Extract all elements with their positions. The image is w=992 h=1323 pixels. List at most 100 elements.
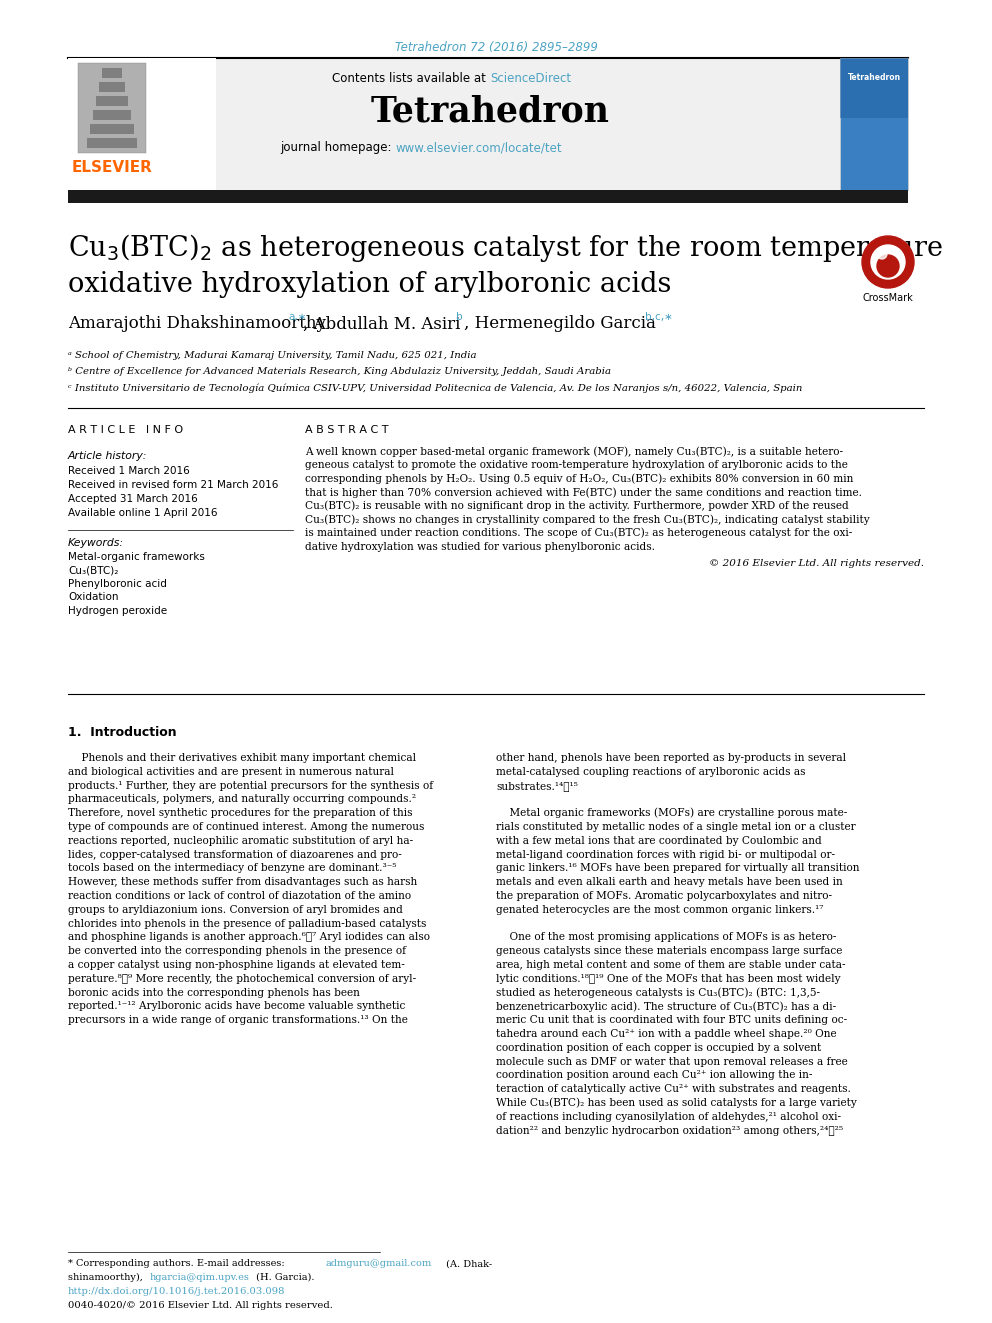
Text: dation²² and benzylic hydrocarbon oxidation²³ among others,²⁴‧²⁵: dation²² and benzylic hydrocarbon oxidat… (496, 1126, 843, 1135)
Text: b,c,∗: b,c,∗ (645, 312, 673, 321)
Text: a,∗: a,∗ (288, 312, 307, 321)
Text: of reactions including cyanosilylation of aldehydes,²¹ alcohol oxi-: of reactions including cyanosilylation o… (496, 1111, 841, 1122)
Text: a copper catalyst using non-phosphine ligands at elevated tem-: a copper catalyst using non-phosphine li… (68, 960, 405, 970)
Text: However, these methods suffer from disadvantages such as harsh: However, these methods suffer from disad… (68, 877, 418, 888)
Text: A B S T R A C T: A B S T R A C T (305, 425, 389, 435)
Text: Cu₃(BTC)₂ shows no changes in crystallinity compared to the fresh Cu₃(BTC)₂, ind: Cu₃(BTC)₂ shows no changes in crystallin… (305, 515, 870, 525)
Text: ScienceDirect: ScienceDirect (490, 71, 571, 85)
Text: Tetrahedron: Tetrahedron (371, 95, 609, 130)
Text: metals and even alkali earth and heavy metals have been used in: metals and even alkali earth and heavy m… (496, 877, 843, 888)
Text: * Corresponding authors. E-mail addresses:: * Corresponding authors. E-mail addresse… (68, 1259, 288, 1269)
Text: the preparation of MOFs. Aromatic polycarboxylates and nitro-: the preparation of MOFs. Aromatic polyca… (496, 890, 832, 901)
Text: Oxidation: Oxidation (68, 593, 118, 602)
Text: Tetrahedron: Tetrahedron (847, 74, 901, 82)
Text: and phosphine ligands is another approach.⁶‧⁷ Aryl iodides can also: and phosphine ligands is another approac… (68, 933, 430, 942)
Text: ganic linkers.¹⁶ MOFs have been prepared for virtually all transition: ganic linkers.¹⁶ MOFs have been prepared… (496, 864, 859, 873)
Text: journal homepage:: journal homepage: (280, 142, 395, 155)
Text: area, high metal content and some of them are stable under cata-: area, high metal content and some of the… (496, 960, 845, 970)
Text: perature.⁸‧⁹ More recently, the photochemical conversion of aryl-: perature.⁸‧⁹ More recently, the photoche… (68, 974, 416, 984)
Text: metal-ligand coordination forces with rigid bi- or multipodal or-: metal-ligand coordination forces with ri… (496, 849, 835, 860)
Text: A well known copper based-metal organic framework (MOF), namely Cu₃(BTC)₂, is a : A well known copper based-metal organic … (305, 447, 843, 458)
Text: rials constituted by metallic nodes of a single metal ion or a cluster: rials constituted by metallic nodes of a… (496, 822, 856, 832)
Text: CrossMark: CrossMark (863, 292, 914, 303)
Text: Contents lists available at: Contents lists available at (332, 71, 490, 85)
Text: and biological activities and are present in numerous natural: and biological activities and are presen… (68, 767, 394, 777)
Text: Hydrogen peroxide: Hydrogen peroxide (68, 606, 167, 617)
Text: While Cu₃(BTC)₂ has been used as solid catalysts for a large variety: While Cu₃(BTC)₂ has been used as solid c… (496, 1098, 857, 1109)
Text: Available online 1 April 2016: Available online 1 April 2016 (68, 508, 217, 519)
Text: type of compounds are of continued interest. Among the numerous: type of compounds are of continued inter… (68, 822, 425, 832)
Text: , Hermenegildo Garcia: , Hermenegildo Garcia (464, 315, 656, 332)
FancyBboxPatch shape (78, 64, 146, 153)
FancyBboxPatch shape (68, 58, 216, 191)
Circle shape (877, 255, 899, 277)
Text: boronic acids into the corresponding phenols has been: boronic acids into the corresponding phe… (68, 987, 360, 998)
Text: Cu₃(BTC)₂: Cu₃(BTC)₂ (68, 565, 118, 576)
Text: metal-catalysed coupling reactions of arylboronic acids as: metal-catalysed coupling reactions of ar… (496, 767, 806, 777)
Text: Metal-organic frameworks: Metal-organic frameworks (68, 552, 205, 562)
Text: Received 1 March 2016: Received 1 March 2016 (68, 466, 189, 476)
Text: Tetrahedron 72 (2016) 2895–2899: Tetrahedron 72 (2016) 2895–2899 (395, 41, 597, 54)
FancyBboxPatch shape (96, 97, 128, 106)
FancyBboxPatch shape (93, 110, 131, 120)
Text: molecule such as DMF or water that upon removal releases a free: molecule such as DMF or water that upon … (496, 1057, 848, 1066)
Text: hgarcia@qim.upv.es: hgarcia@qim.upv.es (150, 1273, 250, 1282)
Text: geneous catalysts since these materials encompass large surface: geneous catalysts since these materials … (496, 946, 842, 957)
FancyBboxPatch shape (102, 67, 122, 78)
FancyBboxPatch shape (99, 82, 125, 93)
Text: 1.  Introduction: 1. Introduction (68, 725, 177, 738)
Text: www.elsevier.com/locate/tet: www.elsevier.com/locate/tet (395, 142, 561, 155)
Text: b: b (456, 312, 462, 321)
Text: Amarajothi Dhakshinamoorthy: Amarajothi Dhakshinamoorthy (68, 315, 326, 332)
Text: precursors in a wide range of organic transformations.¹³ On the: precursors in a wide range of organic tr… (68, 1015, 408, 1025)
Text: © 2016 Elsevier Ltd. All rights reserved.: © 2016 Elsevier Ltd. All rights reserved… (709, 560, 924, 569)
Text: corresponding phenols by H₂O₂. Using 0.5 equiv of H₂O₂, Cu₃(BTC)₂ exhibits 80% c: corresponding phenols by H₂O₂. Using 0.5… (305, 474, 853, 484)
Text: geneous catalyst to promote the oxidative room-temperature hydroxylation of aryl: geneous catalyst to promote the oxidativ… (305, 460, 848, 471)
Text: Received in revised form 21 March 2016: Received in revised form 21 March 2016 (68, 480, 279, 490)
Text: reported.¹⁻¹² Arylboronic acids have become valuable synthetic: reported.¹⁻¹² Arylboronic acids have bec… (68, 1002, 406, 1011)
Text: Cu₃(BTC)₂ is reusable with no significant drop in the activity. Furthermore, pow: Cu₃(BTC)₂ is reusable with no significan… (305, 500, 849, 511)
Text: studied as heterogeneous catalysts is Cu₃(BTC)₂ (BTC: 1,3,5-: studied as heterogeneous catalysts is Cu… (496, 987, 820, 998)
Text: 0040-4020/© 2016 Elsevier Ltd. All rights reserved.: 0040-4020/© 2016 Elsevier Ltd. All right… (68, 1302, 333, 1311)
Text: A R T I C L E   I N F O: A R T I C L E I N F O (68, 425, 184, 435)
Text: benzenetricarboxylic acid). The structure of Cu₃(BTC)₂ has a di-: benzenetricarboxylic acid). The structur… (496, 1002, 836, 1012)
Text: tahedra around each Cu²⁺ ion with a paddle wheel shape.²⁰ One: tahedra around each Cu²⁺ ion with a padd… (496, 1029, 836, 1039)
Text: ELSEVIER: ELSEVIER (71, 160, 153, 176)
Text: reactions reported, nucleophilic aromatic substitution of aryl ha-: reactions reported, nucleophilic aromati… (68, 836, 413, 845)
Text: Cu$_3$(BTC)$_2$ as heterogeneous catalyst for the room temperature: Cu$_3$(BTC)$_2$ as heterogeneous catalys… (68, 232, 942, 265)
Circle shape (877, 249, 887, 259)
Text: reaction conditions or lack of control of diazotation of the amino: reaction conditions or lack of control o… (68, 890, 411, 901)
Text: coordination position around each Cu²⁺ ion allowing the in-: coordination position around each Cu²⁺ i… (496, 1070, 812, 1081)
FancyBboxPatch shape (840, 58, 908, 191)
Text: other hand, phenols have been reported as by-products in several: other hand, phenols have been reported a… (496, 753, 846, 763)
Text: Accepted 31 March 2016: Accepted 31 March 2016 (68, 493, 197, 504)
Text: , Abdullah M. Asiri: , Abdullah M. Asiri (303, 315, 460, 332)
Text: meric Cu unit that is coordinated with four BTC units defining oc-: meric Cu unit that is coordinated with f… (496, 1015, 847, 1025)
Text: pharmaceuticals, polymers, and naturally occurring compounds.²: pharmaceuticals, polymers, and naturally… (68, 794, 416, 804)
Text: Keywords:: Keywords: (68, 538, 124, 548)
Text: is maintained under reaction conditions. The scope of Cu₃(BTC)₂ as heterogeneous: is maintained under reaction conditions.… (305, 528, 852, 538)
Text: shinamoorthy),: shinamoorthy), (68, 1273, 146, 1282)
Text: One of the most promising applications of MOFs is as hetero-: One of the most promising applications o… (496, 933, 836, 942)
Text: admguru@gmail.com: admguru@gmail.com (326, 1259, 433, 1269)
Text: substrates.¹⁴‧¹⁵: substrates.¹⁴‧¹⁵ (496, 781, 578, 791)
FancyBboxPatch shape (87, 138, 137, 148)
Text: ᵇ Centre of Excellence for Advanced Materials Research, King Abdulaziz Universit: ᵇ Centre of Excellence for Advanced Mate… (68, 368, 611, 377)
Text: groups to aryldiazonium ions. Conversion of aryl bromides and: groups to aryldiazonium ions. Conversion… (68, 905, 403, 914)
Text: teraction of catalytically active Cu²⁺ with substrates and reagents.: teraction of catalytically active Cu²⁺ w… (496, 1085, 851, 1094)
Text: dative hydroxylation was studied for various phenylboronic acids.: dative hydroxylation was studied for var… (305, 541, 655, 552)
Text: with a few metal ions that are coordinated by Coulombic and: with a few metal ions that are coordinat… (496, 836, 821, 845)
Text: lides, copper-catalysed transformation of diazoarenes and pro-: lides, copper-catalysed transformation o… (68, 849, 402, 860)
Text: that is higher than 70% conversion achieved with Fe(BTC) under the same conditio: that is higher than 70% conversion achie… (305, 487, 862, 497)
Text: http://dx.doi.org/10.1016/j.tet.2016.03.098: http://dx.doi.org/10.1016/j.tet.2016.03.… (68, 1287, 286, 1297)
Text: (H. Garcia).: (H. Garcia). (253, 1273, 314, 1282)
Text: Phenols and their derivatives exhibit many important chemical: Phenols and their derivatives exhibit ma… (68, 753, 416, 763)
Text: oxidative hydroxylation of arylboronic acids: oxidative hydroxylation of arylboronic a… (68, 270, 672, 298)
Circle shape (862, 235, 914, 288)
Text: Metal organic frameworks (MOFs) are crystalline porous mate-: Metal organic frameworks (MOFs) are crys… (496, 808, 847, 819)
Text: Article history:: Article history: (68, 451, 148, 460)
Text: lytic conditions.¹⁸‧¹⁹ One of the MOFs that has been most widely: lytic conditions.¹⁸‧¹⁹ One of the MOFs t… (496, 974, 840, 984)
Text: ᵃ School of Chemistry, Madurai Kamaraj University, Tamil Nadu, 625 021, India: ᵃ School of Chemistry, Madurai Kamaraj U… (68, 352, 476, 360)
FancyBboxPatch shape (68, 58, 840, 191)
Circle shape (871, 245, 905, 279)
